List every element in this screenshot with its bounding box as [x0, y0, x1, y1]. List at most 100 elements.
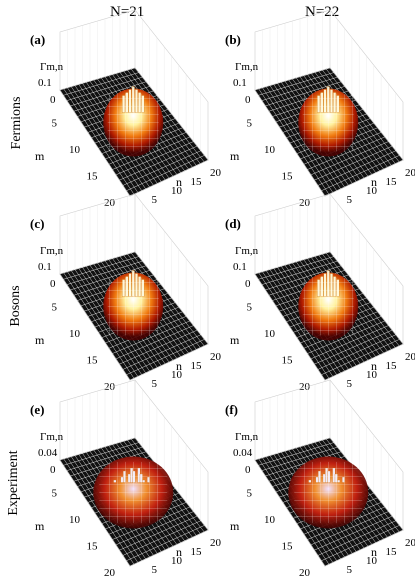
grid-line — [307, 320, 385, 354]
n-tick: 5 — [152, 378, 158, 390]
peak-bar — [128, 273, 132, 297]
z-tick-bottom: 0 — [245, 94, 251, 106]
n-tick: 20 — [210, 537, 222, 549]
peak-bar — [320, 92, 324, 113]
m-tick: 15 — [282, 541, 294, 553]
grid-line — [126, 155, 205, 191]
grid-line — [322, 254, 396, 348]
peak-bar — [317, 95, 321, 113]
m-tick: 15 — [282, 355, 294, 367]
grid-line — [317, 334, 396, 370]
peak-bar — [122, 279, 126, 297]
peak-bar — [332, 467, 336, 483]
peak-bar — [138, 276, 142, 297]
z-tick-top: 0.1 — [38, 77, 52, 89]
n-tick: 20 — [405, 167, 415, 179]
m-tick: 5 — [52, 302, 58, 314]
peak-bar — [128, 89, 132, 113]
m-tick: 15 — [87, 541, 99, 553]
n-axis-label: n — [176, 545, 182, 559]
peak-bar — [122, 95, 126, 113]
z-tick-bottom: 0 — [50, 94, 56, 106]
peak-bar — [125, 92, 129, 113]
grid-line — [321, 155, 400, 191]
n-tick: 15 — [386, 176, 398, 188]
m-tick: 5 — [247, 488, 253, 500]
m-tick: 5 — [52, 118, 58, 130]
peak-bar — [333, 276, 337, 297]
grid-line — [317, 520, 396, 556]
peak-bar — [138, 92, 142, 113]
n-tick: 10 — [171, 185, 183, 197]
peak-bar — [141, 279, 145, 297]
grid-line — [324, 159, 404, 197]
z-axis-label: Γm,n — [235, 431, 259, 443]
grid-line — [310, 325, 389, 360]
m-tick: 10 — [69, 328, 81, 340]
grid-line — [126, 339, 205, 375]
z-axis-label: Γm,n — [235, 61, 259, 73]
grid-line — [115, 141, 194, 176]
panel-label: (b) — [225, 32, 241, 47]
grid-line — [310, 511, 389, 546]
n-tick: 5 — [152, 564, 158, 576]
z-axis-label: Γm,n — [40, 431, 64, 443]
n-axis-label: n — [371, 545, 377, 559]
peak-bar — [315, 476, 319, 483]
peak-bar — [322, 473, 326, 483]
grid-line — [129, 343, 209, 381]
peak-bar — [141, 95, 145, 113]
m-tick: 10 — [69, 514, 81, 526]
grid-line — [307, 136, 385, 170]
n-tick: 5 — [347, 194, 353, 206]
grid-line — [119, 145, 198, 181]
panel-f: (f) Γm,n 0.04 0 5 10 15 20 m 5 10 15 20 n — [225, 379, 415, 576]
peak-bar — [120, 476, 124, 483]
peak-bar — [146, 476, 150, 483]
n-tick: 10 — [366, 555, 378, 567]
peak-bar — [336, 279, 340, 297]
n-tick: 20 — [405, 537, 415, 549]
grid-line — [119, 329, 198, 365]
peak-bar — [336, 95, 340, 113]
peak-bar — [323, 89, 327, 113]
m-tick: 20 — [104, 197, 116, 209]
grid-line — [115, 511, 194, 546]
z-tick-bottom: 0 — [245, 464, 251, 476]
n-tick: 10 — [366, 185, 378, 197]
panel-c: (c) Γm,n 0.1 0 5 10 15 20 m 5 10 15 20 n — [30, 193, 222, 393]
z-tick-bottom: 0 — [50, 464, 56, 476]
peak-bar — [134, 273, 138, 297]
z-tick-top: 0.04 — [233, 447, 253, 459]
grid-line — [129, 159, 209, 197]
m-axis-label: m — [35, 333, 45, 347]
peak-bar — [113, 479, 117, 483]
peak-bar — [123, 470, 126, 483]
n-tick: 15 — [386, 360, 398, 372]
m-tick: 15 — [87, 355, 99, 367]
peak-bar — [323, 273, 327, 297]
grid-line — [112, 320, 190, 354]
grid-line — [131, 68, 205, 162]
peak-bar — [127, 473, 131, 483]
z-tick-top: 0.04 — [38, 447, 58, 459]
grid-line — [112, 136, 190, 170]
n-tick: 5 — [347, 564, 353, 576]
z-tick-top: 0.1 — [233, 77, 247, 89]
n-axis-label: n — [371, 175, 377, 189]
grid-line — [126, 525, 205, 561]
z-axis-label: Γm,n — [40, 61, 64, 73]
grid-line — [321, 525, 400, 561]
grid-line — [122, 520, 201, 556]
n-tick: 20 — [405, 351, 415, 363]
panel-d: (d) Γm,n 0.1 0 5 10 15 20 m 5 10 15 20 n — [225, 193, 415, 393]
n-tick: 15 — [386, 546, 398, 558]
peak-bar — [125, 276, 129, 297]
z-tick-top: 0.1 — [38, 261, 52, 273]
m-tick: 10 — [264, 328, 276, 340]
grid-line — [131, 252, 205, 346]
n-tick: 5 — [347, 378, 353, 390]
panel-label: (d) — [225, 216, 241, 231]
grid-line — [321, 339, 400, 375]
m-tick: 20 — [299, 197, 311, 209]
